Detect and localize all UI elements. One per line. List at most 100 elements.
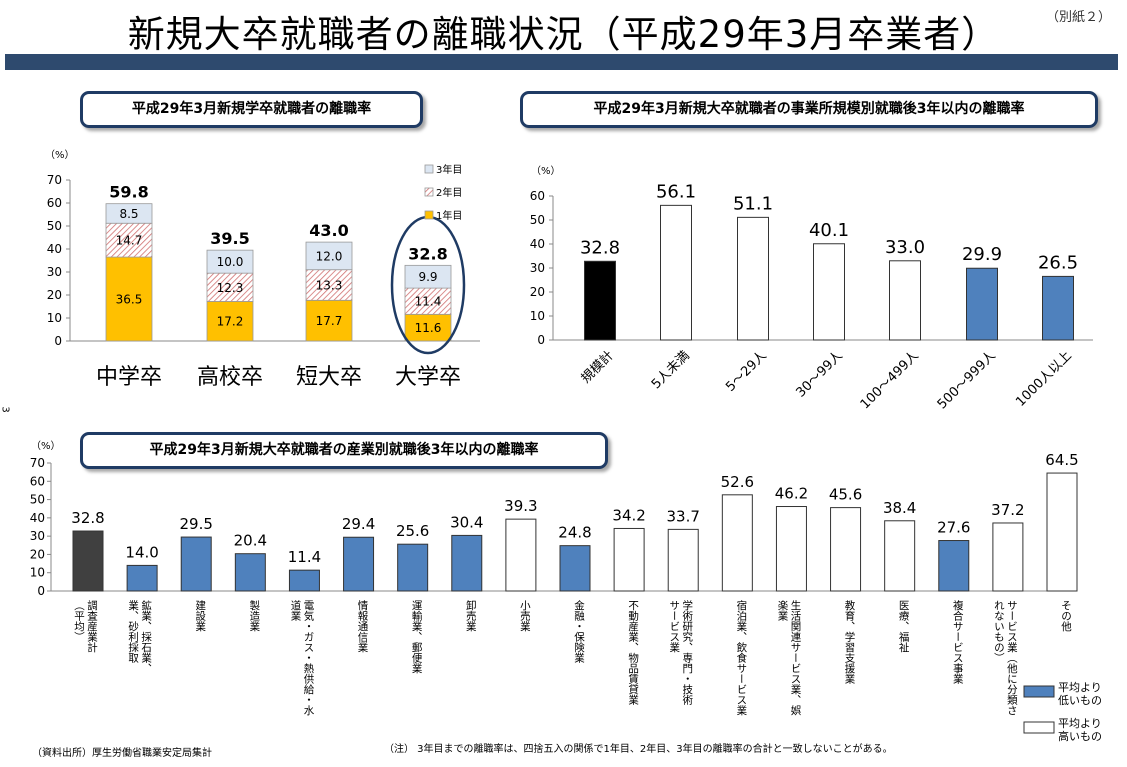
chart3-bar <box>613 527 645 592</box>
chart1-total-label: 59.8 <box>109 182 148 201</box>
chart1-segment-label: 8.5 <box>119 207 138 221</box>
chart2-y-tick-label: 30 <box>530 261 545 275</box>
chart3-value-label: 24.8 <box>558 524 591 542</box>
chart3-category-label: 小売業 <box>519 600 531 632</box>
chart1-bar-segment <box>206 249 254 274</box>
chart2-y-tick-label: 40 <box>530 237 545 251</box>
chart3-category-label: れないもの） <box>993 600 1005 663</box>
chart1-y-tick-label: 10 <box>47 311 62 325</box>
chart3-category-label: サービス業 <box>668 600 680 653</box>
chart1-segment-label: 11.4 <box>415 295 442 309</box>
chart2-bar <box>889 260 921 341</box>
chart3-value-label: 29.5 <box>180 515 213 533</box>
chart1-segment-label: 13.3 <box>316 278 343 292</box>
chart2-bar <box>1042 275 1074 341</box>
chart3-bar <box>884 520 916 592</box>
chart1-y-tick-label: 20 <box>47 288 62 302</box>
chart2-y-tick-label: 20 <box>530 285 545 299</box>
chart3-y-unit: （%） <box>31 440 61 452</box>
chart1-category-label: 中学卒 <box>96 365 162 390</box>
chart2-y-tick-label: 0 <box>537 333 545 347</box>
chart1-segment-label: 17.2 <box>217 315 244 329</box>
chart3-category-label: 教育、学習支援業 <box>844 599 856 685</box>
chart3-y-tick-label: 50 <box>30 493 45 507</box>
chart3-category-label: （平均） <box>73 600 85 642</box>
chart3-value-label: 30.4 <box>450 513 483 531</box>
chart1-stacked-bar: 0 10 20 30 40 50 60 70 （%） 36.5 14.7 8.5 59.8 中学卒 17.2… <box>45 149 480 390</box>
chart3-y-tick-label: 40 <box>30 511 45 525</box>
chart1-segment-label: 14.7 <box>116 234 143 248</box>
chart1-bar-segment <box>105 222 153 258</box>
chart3-bar <box>1046 472 1078 592</box>
chart3-bar <box>505 518 537 592</box>
chart2-y-unit: （%） <box>531 165 561 177</box>
chart3-category-label: 複合サービス事業 <box>952 599 964 685</box>
chart3-bar <box>288 569 320 592</box>
chart3-value-label: 64.5 <box>1045 451 1078 469</box>
chart3-y-tick-label: 30 <box>30 529 45 543</box>
chart2-category-label: 100～499人 <box>858 348 922 412</box>
chart3-category-label: 道業 <box>289 599 301 622</box>
chart3-value-label: 37.2 <box>991 501 1024 519</box>
chart2-category-label: 1000人以上 <box>1013 348 1075 410</box>
chart3-category-label: 金融・保険業 <box>573 599 585 664</box>
chart2-category-label: 500～999人 <box>935 348 999 412</box>
document-reference: （別紙２） <box>1045 10 1111 25</box>
chart3-title: 平成29年3月新規大卒就職者の産業別就職後3年以内の離職率 <box>80 432 608 469</box>
chart3-y-tick-label: 20 <box>30 547 45 561</box>
chart3-value-label: 39.3 <box>504 497 537 515</box>
chart1-total-label: 39.5 <box>210 229 249 248</box>
chart3-legend-label: 平均より <box>1058 717 1102 730</box>
chart2-bar <box>966 267 998 341</box>
chart2-bar <box>737 216 769 341</box>
chart3-category-label: その他 <box>1060 600 1072 632</box>
chart3-bar <box>397 543 429 592</box>
chart1-legend-swatch <box>424 164 434 174</box>
source-note: （資料出所）厚生労働省職業安定局集計 <box>32 748 212 759</box>
chart3-bar <box>72 530 104 592</box>
chart3-category-label: 電気・ガス・熱供給・水 <box>302 600 314 716</box>
chart1-bar-segment <box>206 272 254 302</box>
chart3-legend-label: 高いもの <box>1058 729 1102 743</box>
chart1-bar-segment <box>305 241 353 271</box>
chart3-category-label: 卸売業 <box>465 599 477 632</box>
chart2-y-tick-label: 50 <box>530 213 545 227</box>
chart3-bar <box>667 528 699 592</box>
chart3-category-label: 楽業 <box>776 599 788 622</box>
chart2-value-label: 32.8 <box>580 237 620 258</box>
chart3-value-label: 14.0 <box>125 543 158 561</box>
chart3-category-label: 不動産業、物品賃貸業 <box>627 600 639 706</box>
chart2-value-label: 51.1 <box>733 193 773 214</box>
chart1-segment-label: 17.7 <box>316 314 343 328</box>
chart1-segment-label: 10.0 <box>217 255 244 269</box>
chart3-category-label: サービス業（他に分類さ <box>1006 600 1018 716</box>
chart3-y-tick-label: 70 <box>30 456 45 470</box>
chart1-total-label: 43.0 <box>309 221 348 240</box>
chart2-category-label: 5人未満 <box>649 348 693 392</box>
chart3-value-label: 29.4 <box>342 515 375 533</box>
chart2-bar <box>660 204 692 341</box>
chart2-y-tick-label: 60 <box>530 189 545 203</box>
chart2-category-label: 5～29人 <box>723 348 770 395</box>
chart1-y-unit: （%） <box>45 149 75 161</box>
chart3-value-label: 25.6 <box>396 522 429 540</box>
chart3-bar <box>559 545 591 592</box>
footnote: （注） 3年目までの離職率は、四捨五入の関係で1年目、2年目、3年目の離職率の合… <box>384 744 893 755</box>
chart3-category-label: 学術研究、専門・技術 <box>681 599 693 706</box>
chart1-segment-label: 9.9 <box>418 270 437 284</box>
chart1-category-label: 大学卒 <box>395 365 461 390</box>
chart2-size-bar: 0 10 20 30 40 50 60 （%） 32.8 規模計 56.1 5人未満 51.1 5～29人… <box>530 165 1093 412</box>
chart1-bar-segment <box>206 301 254 342</box>
chart2-title: 平成29年3月新規大卒就職者の事業所規模別就職後3年以内の離職率 <box>520 91 1098 128</box>
chart1-bar-segment <box>404 264 452 289</box>
chart3-category-label: 製造業 <box>248 599 260 632</box>
chart1-bar-segment <box>105 256 153 342</box>
chart1-bar-segment <box>305 269 353 301</box>
chart1-bar-segment <box>404 287 452 315</box>
chart1-segment-label: 12.3 <box>217 281 244 295</box>
chart3-legend-swatch <box>1023 685 1055 698</box>
chart1-bar-segment <box>305 299 353 342</box>
chart3-category-label: 医療、福祉 <box>898 600 910 653</box>
chart1-legend-swatch <box>424 210 434 220</box>
